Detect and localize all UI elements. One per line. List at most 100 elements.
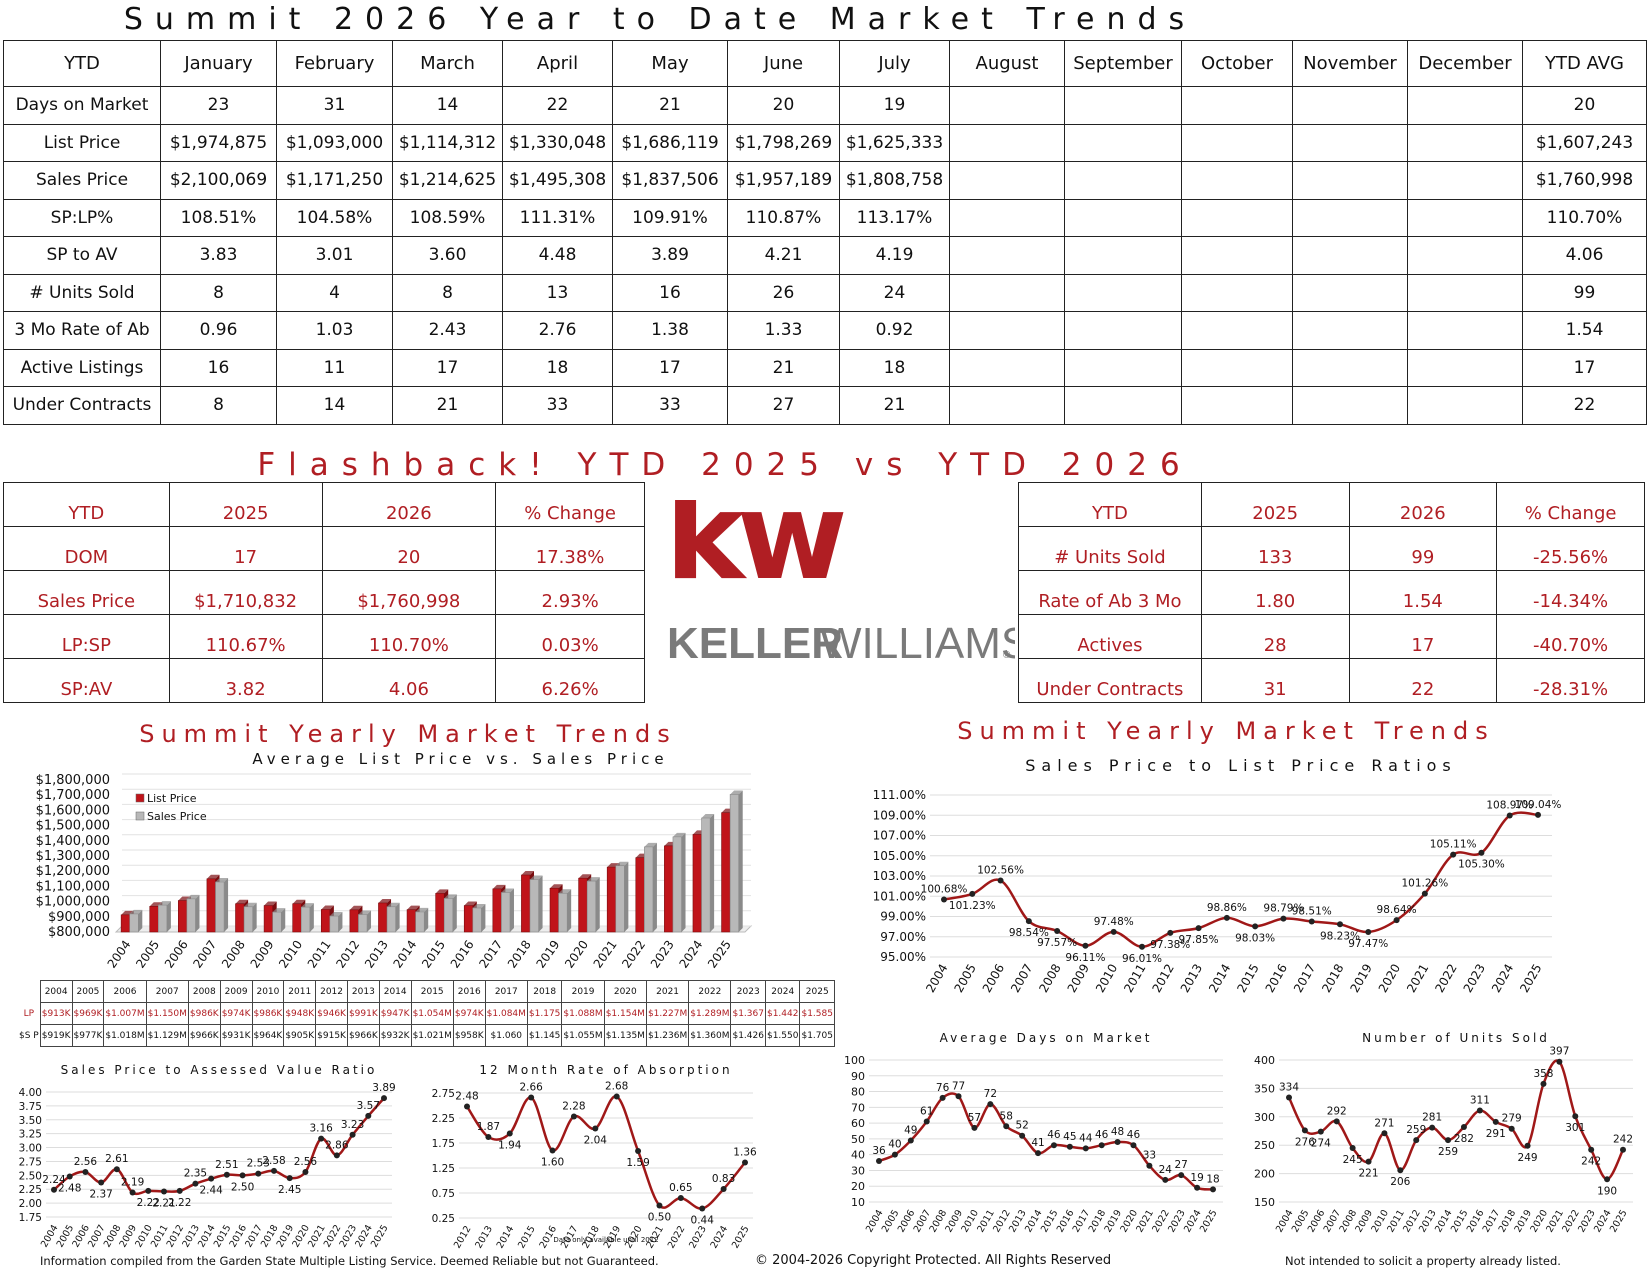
table-cell (1292, 386, 1408, 425)
x-tick-label: 2025 (1198, 1208, 1220, 1234)
data-label: 105.11% (1430, 839, 1477, 851)
data-label: 46 (1095, 1129, 1109, 1141)
row-label: Active Listings (3, 348, 161, 387)
chart-title: Average List Price vs. Sales Price (252, 750, 668, 768)
table-cell (1064, 386, 1182, 425)
data-point (208, 1175, 215, 1182)
data-label: 3.16 (309, 1123, 333, 1135)
x-tick-label: 2025 (730, 1224, 752, 1250)
table-cell (949, 161, 1065, 200)
table-cell: $1.367 (730, 1002, 766, 1025)
row-label: Under Contracts (3, 386, 161, 425)
row-label: SP:AV (3, 658, 170, 703)
data-point (1139, 943, 1145, 950)
y-tick-label: 103.00% (873, 869, 926, 883)
data-label: 221 (1359, 1168, 1379, 1180)
x-tick-label: 2018 (505, 938, 534, 971)
table-cell (1181, 86, 1293, 125)
row-label: List Price (3, 123, 161, 162)
data-label: 259 (1438, 1146, 1458, 1158)
legend-label: Sales Price (147, 810, 207, 823)
bar-side (652, 842, 657, 932)
table-cell (1292, 348, 1408, 387)
table-cell (949, 198, 1065, 237)
table-cell: 17 (1522, 348, 1647, 387)
data-label: 2.35 (184, 1168, 207, 1180)
column-header: 2025 (1200, 482, 1350, 527)
table-cell: $1,214,625 (392, 161, 503, 200)
data-point (506, 1130, 513, 1137)
data-label: 1.94 (498, 1140, 522, 1152)
table-cell: 33 (612, 386, 728, 425)
chart-title: Average Days on Market (940, 1031, 1153, 1045)
row-label: Sales Price (3, 570, 170, 615)
x-tick-label: 2019 (533, 938, 562, 971)
series-line (465, 1095, 746, 1210)
table-cell (1407, 311, 1523, 350)
data-label: 77 (952, 1080, 965, 1092)
data-label: 46 (1127, 1129, 1141, 1141)
table-cell: $1.426 (730, 1024, 766, 1047)
bar-top (464, 901, 477, 906)
table-cell (1407, 236, 1523, 275)
column-header: May (612, 40, 728, 87)
data-point (742, 1159, 748, 1166)
data-label: 101.26% (1401, 878, 1448, 890)
table-cell: $1.585 (799, 1002, 835, 1025)
table-cell: $1,114,312 (392, 123, 503, 162)
data-label: 98.23% (1320, 930, 1360, 942)
y-tick-label: 97.00% (880, 930, 926, 944)
table-cell: 109.91% (612, 198, 728, 237)
data-point (1019, 1132, 1026, 1139)
column-header: YTD AVG (1522, 40, 1647, 87)
section-title-right-wrap: Summit Yearly Market Trends (957, 717, 1495, 745)
table-cell: 2020 (603, 980, 647, 1003)
data-label: 24 (1159, 1164, 1173, 1176)
bar-sales-price (186, 898, 196, 933)
ytd-table-header: YTD January February March April May June July A… (3, 40, 1647, 87)
table-cell (1181, 348, 1293, 387)
data-point (464, 1103, 470, 1110)
data-label: 98.51% (1292, 905, 1332, 917)
row-label: # Units Sold (3, 273, 161, 312)
section-title-left: Summit Yearly Market Trends (139, 720, 677, 748)
bar-sales-price (558, 892, 568, 933)
column-header: April (502, 40, 613, 87)
bar-list-price (292, 903, 302, 933)
table-cell: $966K (346, 1024, 380, 1047)
data-point (941, 896, 947, 903)
table-cell: 2014 (378, 980, 412, 1003)
table-cell (1064, 273, 1182, 312)
column-header: July (839, 40, 950, 87)
bar-side (681, 832, 686, 932)
data-point (1540, 1080, 1547, 1087)
data-label: 109.04% (1515, 799, 1562, 811)
absorption-chart: 12 Month Rate of Absorption 0.25 0.75 1.25 1… (432, 1063, 757, 1250)
x-tick-label: 2006 (162, 938, 191, 971)
table-cell: 3.60 (392, 236, 503, 275)
table-cell: 17 (168, 526, 323, 571)
x-tick-label: 2016 (1263, 962, 1290, 995)
table-cell: $1.129M (145, 1024, 189, 1047)
x-tick-label: 2025 (1608, 1208, 1630, 1234)
table-cell (1292, 161, 1408, 200)
table-cell: $1.236M (645, 1024, 690, 1047)
chart-title: Sales Price to List Price Ratios (1025, 756, 1457, 775)
data-label: 190 (1597, 1185, 1617, 1197)
data-point (1114, 1139, 1121, 1146)
table-cell (949, 123, 1065, 162)
table-cell: 4 (276, 273, 393, 312)
data-point (613, 1093, 620, 1100)
flashback-table-left: YTD 2025 2026% Change DOM 17 20 17.38% Sales Pr… (3, 482, 645, 703)
section-title-right: Summit Yearly Market Trends (957, 717, 1495, 745)
data-label: 2.50 (231, 1181, 254, 1193)
y-tick-label: 101.00% (873, 889, 926, 903)
data-point (1476, 1107, 1483, 1114)
table-cell: $1.705 (799, 1024, 835, 1047)
x-tick-label: 2025 (1517, 962, 1544, 995)
table-cell: 19 (839, 86, 950, 125)
bar-top (186, 894, 200, 899)
table-cell: $969K (71, 1002, 105, 1025)
table-cell: 13 (502, 273, 613, 312)
table-cell (949, 348, 1065, 387)
